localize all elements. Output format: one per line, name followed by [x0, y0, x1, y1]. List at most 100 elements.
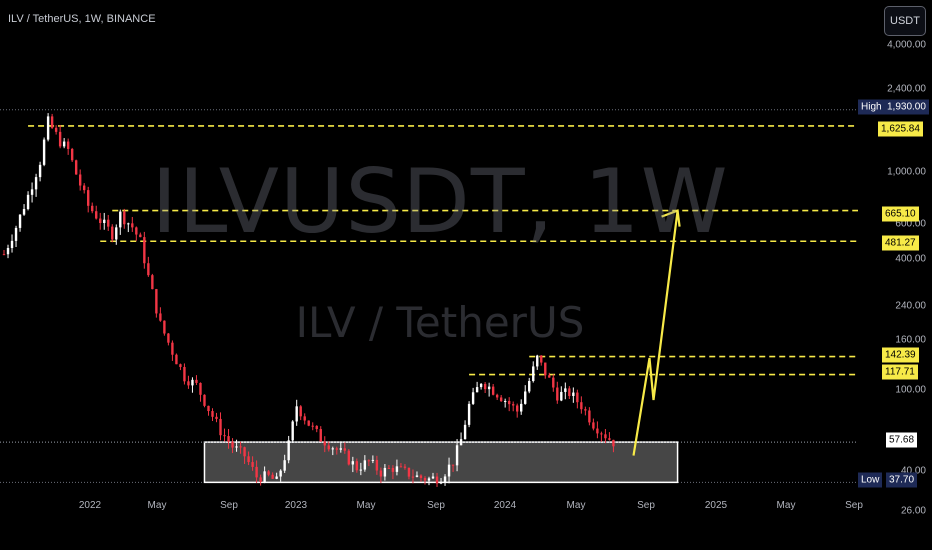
candle-body — [18, 214, 22, 228]
candle-body — [532, 366, 535, 382]
candle-body — [283, 460, 286, 471]
candle-body — [499, 397, 503, 402]
price-tick: 40.00 — [900, 465, 926, 477]
candle-body — [195, 379, 198, 383]
candle-body — [439, 482, 443, 484]
time-tick: May — [776, 500, 796, 511]
candle-body — [223, 435, 226, 437]
candle-body — [155, 289, 158, 314]
candle-body — [74, 160, 78, 175]
candle-body — [187, 381, 190, 386]
price-tick: 100.00 — [895, 384, 926, 396]
candle-body — [203, 394, 206, 406]
candle-body — [42, 139, 46, 165]
candle-body — [564, 388, 567, 392]
candle-body — [524, 391, 527, 404]
candle-body — [115, 227, 118, 240]
projection-arrow-head — [661, 209, 681, 227]
candle-body — [447, 464, 451, 477]
candle-body — [536, 355, 539, 367]
candle-body — [548, 375, 551, 378]
time-axis[interactable]: 2022 May Sep 2023 May Sep 2024 May Sep 2… — [0, 496, 863, 526]
candle-body — [431, 476, 435, 479]
candle-body — [463, 424, 467, 440]
candle-body — [251, 462, 254, 467]
price-tick: 4,000.00 — [887, 39, 926, 51]
candle-body — [375, 459, 379, 471]
price-tick: 26.00 — [900, 505, 926, 517]
candle-body — [491, 386, 495, 395]
candle-body — [231, 441, 234, 448]
candle-body — [2, 254, 6, 256]
candle-body — [391, 467, 395, 472]
candle-body — [604, 434, 607, 439]
currency-button[interactable]: USDT — [884, 6, 926, 36]
candle-body — [379, 470, 383, 477]
low-value: 37.70 — [886, 472, 918, 488]
candle-body — [38, 164, 42, 178]
candle-body — [54, 127, 58, 132]
candle-body — [14, 227, 18, 241]
candle-body — [479, 383, 483, 388]
time-tick: Sep — [427, 500, 445, 511]
candle-body — [295, 406, 298, 422]
candle-body — [287, 440, 290, 461]
candle-body — [267, 471, 270, 475]
candle-body — [399, 466, 403, 468]
candle-body — [395, 466, 399, 472]
candle-body — [355, 461, 359, 471]
price-tick: 400.00 — [895, 253, 926, 265]
candle-body — [511, 404, 515, 406]
candle-body — [183, 366, 186, 382]
candle-body — [26, 194, 30, 210]
candle-body — [451, 464, 455, 466]
candle-body — [415, 475, 419, 477]
candle-body — [315, 425, 318, 430]
candle-body — [291, 421, 294, 441]
candle-body — [459, 439, 463, 446]
candle-body — [307, 420, 310, 426]
candle-body — [10, 240, 14, 249]
candle-body — [528, 381, 531, 392]
candle-body — [407, 467, 411, 477]
candle-body — [95, 211, 98, 219]
symbol-title: ILV / TetherUS, 1W, BINANCE — [8, 13, 156, 25]
candle-body — [123, 211, 126, 225]
candle-body — [147, 263, 150, 276]
candle-body — [584, 409, 587, 411]
time-tick: May — [356, 500, 376, 511]
candle-body — [596, 428, 599, 434]
candle-body — [419, 475, 423, 478]
price-tick: 600.00 — [895, 218, 926, 230]
candle-body — [235, 446, 238, 448]
candle-body — [259, 477, 262, 482]
candle-body — [319, 429, 322, 442]
candle-body — [411, 476, 415, 478]
price-tick: 1,000.00 — [887, 166, 926, 178]
candle-body — [215, 416, 218, 419]
candle-body — [6, 248, 10, 255]
price-axis[interactable]: 4,000.00 2,400.00 1,000.00 600.00 400.00… — [858, 0, 932, 517]
candle-body — [299, 406, 302, 417]
candle-body — [339, 448, 342, 450]
candle-body — [263, 471, 266, 482]
candle-body — [22, 209, 26, 215]
time-tick: 2023 — [284, 500, 308, 511]
candle-body — [243, 447, 246, 457]
candle-body — [179, 364, 182, 367]
candle-body — [403, 466, 407, 468]
price-tick: 160.00 — [895, 334, 926, 346]
watermark-symbol: ILVUSDT, 1W — [151, 150, 729, 253]
candle-body — [163, 320, 166, 334]
candle-body — [247, 456, 250, 463]
candle-body — [516, 405, 519, 412]
candle-body — [239, 446, 242, 448]
time-tick: 2025 — [704, 500, 728, 511]
candle-body — [568, 388, 571, 397]
candle-body — [191, 379, 194, 386]
candle-body — [227, 436, 230, 442]
time-tick: May — [566, 500, 586, 511]
candle-body — [323, 441, 326, 446]
